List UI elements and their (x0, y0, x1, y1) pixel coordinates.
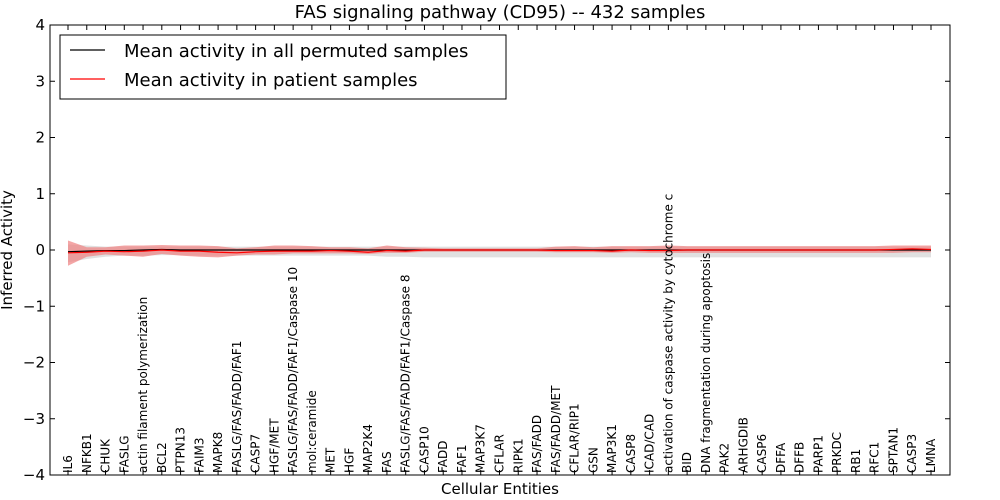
x-category-label: DFFA (774, 442, 788, 473)
x-category-label: DNA fragmentation during apoptosis (699, 253, 713, 473)
x-category-label: PAK2 (718, 443, 732, 473)
x-category-label: MAPK8 (211, 432, 225, 473)
legend: Mean activity in all permuted samples Me… (59, 34, 507, 100)
x-category-label: NFKB1 (80, 433, 94, 473)
y-tick-label: −3 (23, 410, 45, 428)
y-tick-label: 4 (35, 16, 45, 34)
x-category-label: CASP7 (249, 434, 263, 473)
x-category-label: mol:ceramide (305, 390, 319, 473)
x-category-label: FASLG/FAS/FADD/FAF1/Caspase 8 (399, 275, 413, 474)
x-category-label: FASLG/FAS/FADD/FAF1/Caspase 10 (286, 267, 300, 473)
x-category-label: RFC1 (868, 442, 882, 473)
x-category-label: MAP3K7 (474, 424, 488, 473)
x-category-label: FAS (380, 451, 394, 473)
x-category-label: CFLAR/RIP1 (568, 403, 582, 473)
x-category-label: CASP10 (417, 426, 431, 473)
legend-label-patient: Mean activity in patient samples (124, 70, 418, 91)
x-category-label: PTPN13 (174, 427, 188, 473)
x-category-label: CASP6 (755, 434, 769, 473)
x-category-label: FAIM3 (192, 437, 206, 473)
plot-area (49, 24, 951, 476)
x-category-label: CASP3 (905, 434, 919, 473)
x-category-label: PRKDC (830, 432, 844, 473)
x-category-label: FAF1 (455, 444, 469, 473)
series-line-1 (67, 248, 932, 254)
x-category-label: ICAD/CAD (643, 414, 657, 473)
x-category-label: HGF (342, 448, 356, 473)
x-category-label: RIPK1 (511, 438, 525, 473)
x-axis-label: Cellular Entities (441, 480, 559, 498)
x-category-label: PARP1 (811, 435, 825, 473)
y-axis-label: Inferred Activity (0, 190, 16, 310)
y-tick-label: −1 (23, 297, 45, 315)
legend-label-permuted: Mean activity in all permuted samples (124, 41, 468, 62)
x-category-label: RB1 (849, 449, 863, 473)
x-category-label: FAS/FADD/MET (549, 385, 563, 473)
x-category-label: GSN (586, 447, 600, 473)
y-tick-label: −4 (23, 466, 45, 484)
x-category-label: actin filament polymerization (136, 297, 150, 473)
x-category-label: CHUK (99, 438, 113, 473)
y-tick-label: 0 (35, 241, 45, 259)
x-category-label: activation of caspase activity by cytoch… (661, 194, 675, 473)
chart-title: FAS signaling pathway (CD95) -- 432 samp… (295, 2, 706, 23)
y-tick-label: 2 (35, 129, 45, 147)
x-category-label: BID (680, 452, 694, 473)
x-category-label: MAP2K4 (361, 424, 375, 473)
x-category-label: CFLAR (493, 434, 507, 473)
x-category-label: MAP3K1 (605, 424, 619, 473)
x-category-label: FAS/FADD (530, 415, 544, 473)
y-tick-label: 1 (35, 185, 45, 203)
x-category-label: HGF/MET (267, 418, 281, 473)
x-category-label: ARHGDIB (736, 417, 750, 473)
x-category-label: FASLG/FAS/FADD/FAF1 (230, 341, 244, 473)
y-tick-label: 3 (35, 72, 45, 90)
x-category-label: SPTAN1 (886, 427, 900, 473)
legend-box (59, 34, 507, 100)
x-category-label: MET (324, 447, 338, 473)
x-category-label: FASLG (117, 435, 131, 473)
x-category-label: FADD (436, 441, 450, 474)
y-tick-label: −2 (23, 354, 45, 372)
x-category-label: CASP8 (624, 434, 638, 473)
x-category-label: LMNA (924, 438, 938, 473)
x-category-label: BCL2 (155, 442, 169, 473)
series-band-1 (68, 240, 931, 266)
x-category-label: IL6 (61, 455, 75, 473)
x-category-label: DFFB (793, 442, 807, 473)
